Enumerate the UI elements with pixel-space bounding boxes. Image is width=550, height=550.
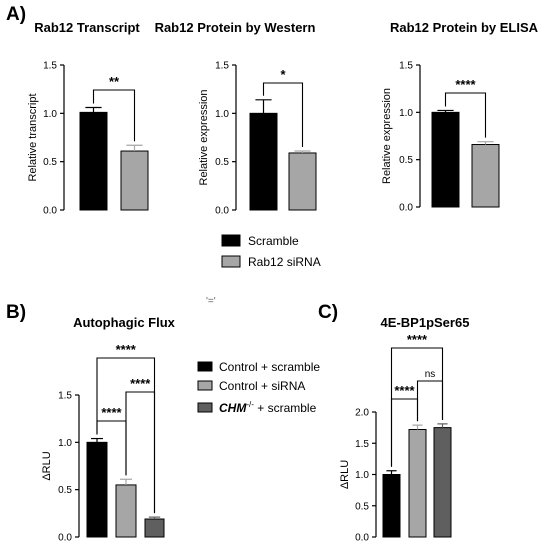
- y-tick-label: 1.0: [215, 109, 229, 120]
- chart-rab12-protein-elisa: Rab12 Protein by ELISA Relative expressio…: [381, 20, 539, 214]
- bar: [408, 429, 427, 538]
- y-axis-label: Relative expression: [381, 88, 393, 184]
- y-tick-label: 0.0: [215, 206, 229, 217]
- significance-bracket: [96, 357, 156, 514]
- chart-title: Rab12 Protein by Western: [155, 20, 316, 35]
- y-tick-label: 0.5: [215, 157, 229, 168]
- legend-swatch: [197, 402, 213, 413]
- significance-label: **: [109, 74, 120, 89]
- significance-label: ****: [116, 342, 137, 357]
- y-tick-label: 1.5: [215, 61, 229, 72]
- y-tick-label: 0.5: [355, 501, 369, 512]
- y-tick-label: 0.0: [58, 533, 72, 544]
- significance-bracket: [390, 347, 444, 467]
- legend-label-gene: CHM: [219, 401, 247, 415]
- legend-swatch: [197, 361, 213, 372]
- significance-label: ns: [425, 369, 436, 380]
- chart-rab12-transcript: Rab12 Transcript Relative transcript 0.0 0.…: [27, 20, 149, 217]
- y-tick-label: 1.5: [399, 61, 413, 72]
- legend-label: Rab12 siRNA: [248, 255, 321, 269]
- bar: [471, 144, 500, 208]
- y-tick-label: 1.5: [355, 439, 369, 450]
- y-tick-label: 1.0: [43, 109, 57, 120]
- legend-label-suffix: + scramble: [254, 401, 317, 415]
- significance-label: ****: [101, 405, 122, 420]
- chart-title: Autophagic Flux: [73, 315, 176, 330]
- legend-label: Control + scramble: [219, 360, 320, 374]
- y-tick-label: 1.0: [399, 108, 413, 119]
- bar: [79, 111, 108, 211]
- chart-title: Rab12 Protein by ELISA: [390, 20, 539, 35]
- significance-label: ****: [130, 376, 151, 391]
- bar: [288, 152, 317, 211]
- significance-label: ****: [455, 77, 476, 92]
- bar: [115, 484, 137, 538]
- legend-label-superscript: -/-: [246, 400, 254, 409]
- y-tick-label: 0.5: [58, 485, 72, 496]
- legend-label: Scramble: [248, 234, 299, 248]
- significance-bracket: [444, 92, 487, 138]
- y-tick-label: 0.0: [399, 203, 413, 214]
- legend-label: CHM-/- + scramble: [219, 400, 317, 415]
- y-tick-label: 1.5: [43, 61, 57, 72]
- y-tick-label: 2.0: [355, 408, 369, 419]
- significance-bracket: [262, 82, 304, 148]
- y-tick-label: 0.0: [43, 206, 57, 217]
- y-tick-label: 0.0: [355, 533, 369, 544]
- significance-label: *: [280, 67, 286, 82]
- chart-4ebp1-pser65: 4E-BP1pSer65 ΔRLU 0.0 0.5 1.0 1.5 2.0 **** ns ***…: [339, 315, 469, 544]
- significance-bracket: [92, 89, 136, 142]
- bar: [86, 441, 108, 538]
- chart-rab12-protein-western: Rab12 Protein by Western Relative express…: [155, 20, 317, 217]
- significance-bracket: [416, 380, 444, 422]
- bar: [382, 474, 401, 538]
- y-tick-label: 0.5: [43, 157, 57, 168]
- legend-swatch: [221, 255, 241, 268]
- bar: [144, 518, 165, 538]
- legend-swatch: [197, 380, 213, 391]
- panel-letter-c: C): [318, 302, 338, 323]
- y-tick-label: 0.5: [399, 155, 413, 166]
- y-axis-label: ΔRLU: [339, 460, 351, 489]
- legend-swatch: [221, 234, 241, 247]
- bar: [249, 112, 278, 211]
- bar: [433, 427, 452, 538]
- bar: [120, 150, 149, 211]
- significance-label: ****: [407, 332, 428, 347]
- bar: [431, 111, 460, 208]
- y-axis-label: Relative expression: [198, 90, 210, 186]
- chart-title: Rab12 Transcript: [34, 20, 140, 35]
- chart-autophagic-flux: Autophagic Flux ΔRLU 0.0 0.5 1.0 1.5 **** **** *…: [41, 315, 176, 544]
- legend-label: Control + siRNA: [219, 379, 305, 393]
- significance-label: ****: [394, 383, 415, 398]
- legend-panel-a: Scramble Rab12 siRNA: [221, 234, 321, 269]
- panel-letter-a: A): [6, 4, 26, 25]
- legend-panel-b: Control + scramble Control + siRNA CHM-/- …: [197, 360, 320, 415]
- y-tick-label: 1.0: [355, 470, 369, 481]
- panel-letter-b: B): [6, 302, 26, 323]
- y-axis-label: ΔRLU: [41, 451, 53, 480]
- chart-title: 4E-BP1pSer65: [381, 315, 470, 330]
- y-axis-label: Relative transcript: [27, 93, 39, 181]
- y-tick-label: 1.0: [58, 438, 72, 449]
- stray-mark: '=': [206, 296, 216, 307]
- y-tick-label: 1.5: [58, 391, 72, 402]
